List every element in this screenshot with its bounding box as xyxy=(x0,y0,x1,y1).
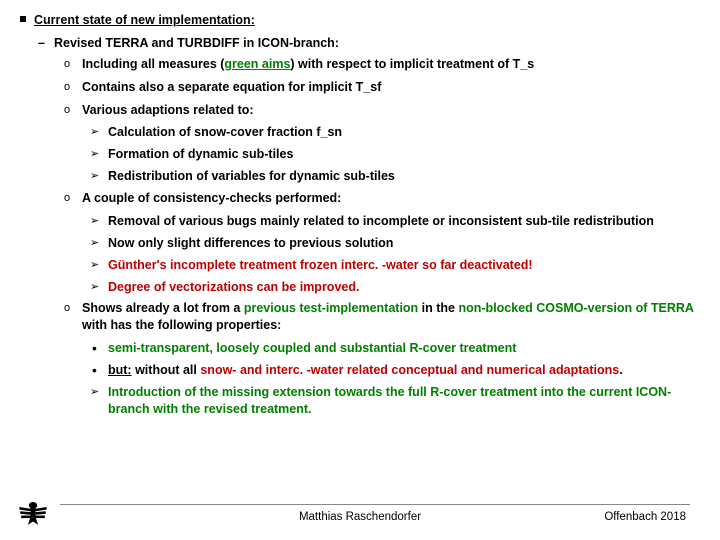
item-consistency-checks: A couple of consistency-checks performed… xyxy=(82,190,700,207)
text: Revised TERRA and TURBDIFF in ICON-branc… xyxy=(54,36,339,50)
title-text: Current state of new implementation: xyxy=(34,13,255,27)
square-bullet-icon xyxy=(20,16,26,22)
t1: but: xyxy=(108,363,132,377)
t3: in the xyxy=(418,301,458,315)
item-shows-already: Shows already a lot from a previous test… xyxy=(82,300,700,334)
text: Calculation of snow-cover fraction f_sn xyxy=(108,125,342,139)
item-but-without: but: without all snow- and interc. -wate… xyxy=(108,362,700,379)
item-redistribution: Redistribution of variables for dynamic … xyxy=(108,168,700,185)
text: semi-transparent, loosely coupled and su… xyxy=(108,341,516,355)
text: Günther's incomplete treatment frozen in… xyxy=(108,258,533,272)
section-title: Current state of new implementation: xyxy=(34,12,700,29)
t5: with has the following properties: xyxy=(82,318,281,332)
item-calc-snow: Calculation of snow-cover fraction f_sn xyxy=(108,124,700,141)
t1: Shows already a lot from a xyxy=(82,301,244,315)
item-semi-transparent: semi-transparent, loosely coupled and su… xyxy=(108,340,700,357)
text: Various adaptions related to: xyxy=(82,103,254,117)
item-various-adaptions: Various adaptions related to: xyxy=(82,102,700,119)
item-formation-subtiles: Formation of dynamic sub-tiles xyxy=(108,146,700,163)
text: Contains also a separate equation for im… xyxy=(82,80,381,94)
t2: without all xyxy=(132,363,201,377)
text: Degree of vectorizations can be improved… xyxy=(108,280,359,294)
text: Formation of dynamic sub-tiles xyxy=(108,147,293,161)
item-slight-diff: Now only slight differences to previous … xyxy=(108,235,700,252)
text: Redistribution of variables for dynamic … xyxy=(108,169,395,183)
item-revised-terra: Revised TERRA and TURBDIFF in ICON-branc… xyxy=(54,35,700,52)
footer: Matthias Raschendorfer Offenbach 2018 xyxy=(0,504,720,534)
footer-location: Offenbach 2018 xyxy=(604,510,686,526)
text-green: green aims xyxy=(224,57,290,71)
t4: non-blocked COSMO-version of TERRA xyxy=(458,301,693,315)
item-separate-equation: Contains also a separate equation for im… xyxy=(82,79,700,96)
text: Introduction of the missing extension to… xyxy=(108,385,671,416)
text: A couple of consistency-checks performed… xyxy=(82,191,341,205)
item-including-measures: Including all measures (green aims) with… xyxy=(82,56,700,73)
item-gunther: Günther's incomplete treatment frozen in… xyxy=(108,257,700,274)
item-introduction-missing: Introduction of the missing extension to… xyxy=(108,384,700,418)
text: Removal of various bugs mainly related t… xyxy=(108,214,654,228)
t2: previous test-implementation xyxy=(244,301,418,315)
footer-divider xyxy=(60,504,690,505)
t4: . xyxy=(619,363,622,377)
text-post: ) with respect to implicit treatment of … xyxy=(290,57,534,71)
text: Now only slight differences to previous … xyxy=(108,236,393,250)
t3: snow- and interc. -water related concept… xyxy=(200,363,619,377)
item-vectorizations: Degree of vectorizations can be improved… xyxy=(108,279,700,296)
text-pre: Including all measures ( xyxy=(82,57,224,71)
item-removal-bugs: Removal of various bugs mainly related t… xyxy=(108,213,700,230)
